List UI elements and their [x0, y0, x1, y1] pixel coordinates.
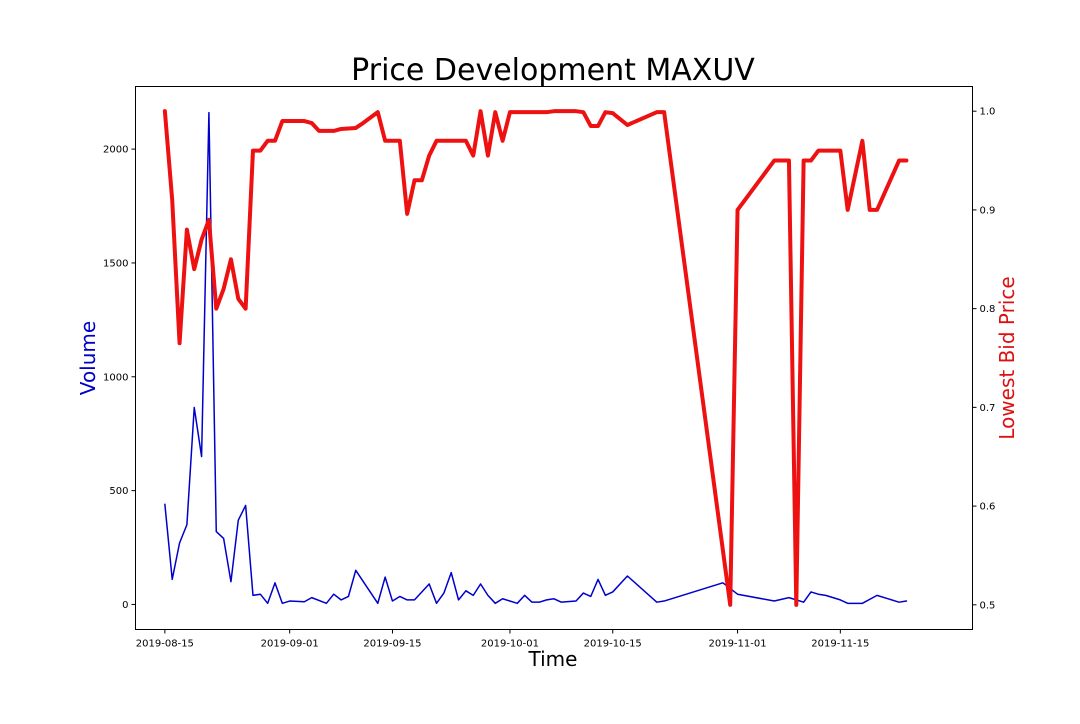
right-y-tick-label: 0.9	[980, 205, 996, 216]
x-tick-label: 2019-10-15	[584, 639, 642, 650]
right-y-tick-label: 0.7	[980, 403, 996, 414]
right-y-axis-label: Lowest Bid Price	[995, 276, 1019, 439]
right-y-axis-ticks: 0.5 0.6 0.7 0.8 0.9 1.0	[972, 107, 996, 611]
right-y-tick-label: 1.0	[980, 107, 996, 118]
price-series-line	[162, 109, 909, 607]
left-y-tick-label: 1000	[103, 372, 128, 383]
x-tick-label: 2019-09-01	[261, 639, 319, 650]
left-y-tick-label: 1500	[103, 258, 128, 269]
plot-frame	[135, 86, 973, 630]
left-y-tick-label: 2000	[103, 145, 128, 156]
x-axis-label: Time	[528, 647, 578, 671]
left-y-tick-label: 0	[122, 600, 128, 611]
x-tick-label: 2019-10-01	[481, 639, 539, 650]
right-y-tick-label: 0.8	[980, 304, 996, 315]
series-layer	[162, 109, 909, 607]
x-axis-ticks: 2019-08-15 2019-09-01 2019-09-15 2019-10-01…	[136, 629, 869, 650]
x-tick-label: 2019-11-01	[708, 639, 766, 650]
chart-title: Price Development MAXUV	[351, 53, 755, 88]
left-y-axis-label: Volume	[76, 321, 100, 395]
volume-series-line	[164, 111, 908, 605]
left-y-axis-ticks: 0 500 1000 1500 2000	[103, 145, 136, 611]
x-tick-label: 2019-08-15	[136, 639, 194, 650]
right-y-tick-label: 0.5	[980, 600, 996, 611]
left-y-tick-label: 500	[109, 486, 128, 497]
right-y-tick-label: 0.6	[980, 502, 996, 513]
x-tick-label: 2019-11-15	[811, 639, 869, 650]
x-tick-label: 2019-09-15	[363, 639, 421, 650]
